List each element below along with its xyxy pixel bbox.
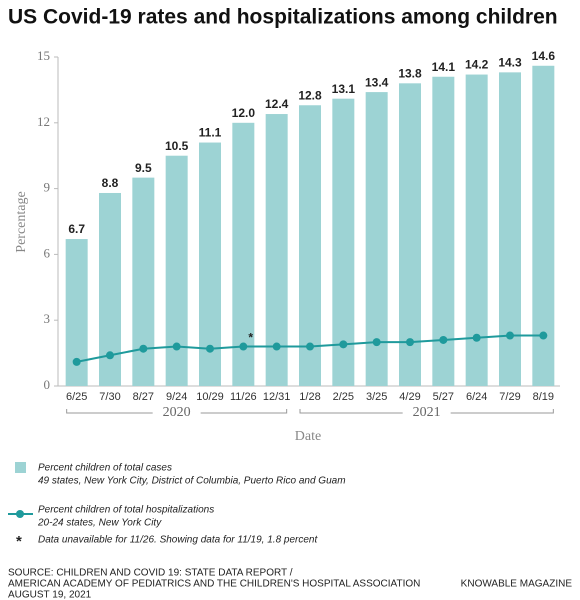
value-label: 11.1	[199, 126, 222, 140]
point	[272, 342, 281, 351]
point	[506, 331, 514, 340]
source: AUGUST 19, 2021	[8, 590, 92, 600]
y-tick-label: 15	[37, 48, 50, 63]
value-label: 12.4	[265, 97, 289, 111]
x-tick-label: 1/28	[299, 391, 320, 403]
value-label: 13.8	[398, 66, 422, 80]
x-tick-label: 6/25	[66, 391, 87, 403]
source: SOURCE: CHILDREN AND COVID 19: STATE DAT…	[8, 568, 293, 579]
point	[239, 342, 248, 351]
legend-swatch	[15, 462, 26, 473]
value-label: 14.1	[432, 60, 456, 74]
value-label: 9.5	[135, 161, 152, 175]
value-label: 13.1	[332, 82, 356, 96]
bar	[365, 92, 388, 387]
y-tick-label: 6	[44, 245, 51, 260]
year-bracket	[66, 409, 288, 414]
bar	[232, 122, 255, 387]
credit: KNOWABLE MAGAZINE	[461, 579, 573, 590]
legend-subtitle: 49 states, New York City, District of Co…	[38, 476, 346, 487]
bar	[265, 114, 288, 386]
x-tick-label: 8/27	[133, 391, 154, 403]
point	[106, 351, 114, 360]
bar	[532, 65, 555, 387]
point	[139, 344, 148, 353]
year-label: 2020	[163, 405, 191, 420]
note-marker: *	[248, 331, 253, 345]
x-tick-label: 10/29	[196, 391, 224, 403]
note-text: Data unavailable for 11/26. Showing data…	[38, 535, 318, 546]
x-tick-label: 11/26	[230, 391, 257, 403]
bar	[65, 239, 88, 386]
bar	[199, 142, 221, 386]
bar	[499, 72, 521, 386]
x-tick-label: 6/24	[466, 391, 487, 403]
value-label: 12.0	[232, 106, 256, 120]
legend-subtitle: 20-24 states, New York City	[37, 518, 162, 529]
x-tick-label: 7/30	[99, 391, 120, 403]
point	[339, 340, 348, 349]
year-bracket	[299, 409, 554, 414]
value-label: 10.5	[165, 139, 189, 153]
bar	[465, 74, 488, 387]
point	[439, 335, 448, 344]
value-label: 6.7	[68, 222, 85, 236]
value-label: 12.8	[298, 88, 322, 102]
chart-title: US Covid-19 rates and hospitalizations a…	[8, 6, 558, 29]
point	[306, 342, 314, 351]
bar	[399, 83, 421, 386]
x-tick-label: 9/24	[166, 391, 187, 403]
legend-label: Percent children of total hospitalizatio…	[38, 505, 214, 516]
bar	[132, 177, 155, 386]
x-tick-label: 12/31	[263, 391, 291, 403]
value-label: 14.3	[498, 56, 522, 70]
bar	[99, 192, 121, 386]
point	[372, 338, 381, 347]
value-label: 14.6	[532, 49, 556, 63]
x-tick-label: 4/29	[399, 391, 420, 403]
x-tick-label: 7/29	[499, 391, 520, 403]
y-tick-label: 9	[44, 180, 51, 195]
x-tick-label: 3/25	[366, 391, 387, 403]
value-label: 13.4	[365, 75, 389, 89]
legend-label: Percent children of total cases	[38, 463, 172, 474]
bar	[332, 98, 355, 386]
y-tick-label: 12	[37, 114, 50, 129]
point	[472, 333, 481, 342]
x-tick-label: 8/19	[533, 391, 554, 403]
point	[172, 342, 181, 351]
y-tick-label: 3	[44, 311, 51, 326]
point	[206, 344, 214, 353]
x-tick-label: 2/25	[333, 391, 354, 403]
legend-swatch	[16, 510, 24, 518]
point	[406, 338, 414, 347]
value-label: 8.8	[102, 176, 119, 190]
bar	[299, 105, 321, 387]
point	[539, 331, 548, 340]
x-tick-label: 5/27	[433, 391, 454, 403]
bar	[432, 76, 455, 387]
y-axis-label: Percentage	[14, 191, 29, 252]
source: AMERICAN ACADEMY OF PEDIATRICS AND THE C…	[8, 579, 420, 590]
note-symbol: *	[16, 533, 22, 550]
year-label: 2021	[413, 405, 441, 420]
y-tick-label: 0	[44, 377, 51, 392]
point	[72, 357, 81, 366]
bar	[165, 155, 188, 386]
value-label: 14.2	[465, 58, 489, 72]
x-axis-label: Date	[295, 429, 321, 444]
